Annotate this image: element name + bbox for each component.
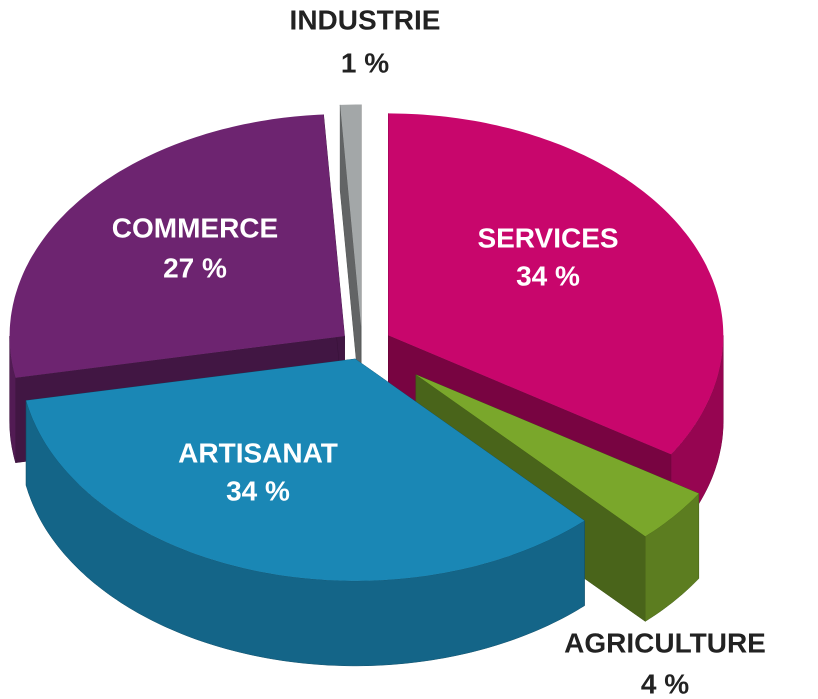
- slice-outer-side: [645, 492, 700, 622]
- slice-label: AGRICULTURE: [564, 627, 766, 658]
- slice-value-label: 4 %: [641, 668, 689, 699]
- slice: [340, 104, 362, 327]
- slice-label: ARTISANAT: [178, 437, 338, 468]
- slice-value-label: 34 %: [516, 260, 580, 291]
- slice-outer-side: [9, 336, 16, 463]
- slice-label: COMMERCE: [112, 212, 278, 243]
- slice-label: INDUSTRIE: [290, 4, 441, 35]
- slice: [415, 374, 699, 537]
- slice: [388, 113, 724, 455]
- slice-value-label: 27 %: [163, 252, 227, 283]
- slice-value-label: 1 %: [341, 47, 389, 78]
- slice: [9, 114, 345, 378]
- slice-value-label: 34 %: [226, 475, 290, 506]
- slice-label: SERVICES: [477, 222, 618, 253]
- slice: [26, 358, 585, 581]
